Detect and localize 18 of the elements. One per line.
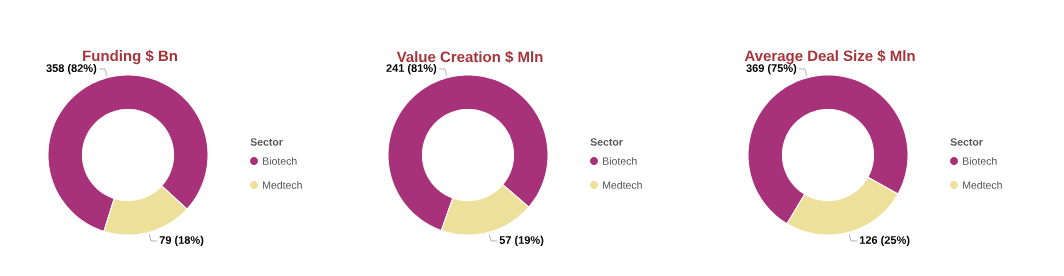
- data-label: 126 (25%): [859, 235, 910, 247]
- data-label: 241 (81%): [386, 63, 437, 75]
- data-label: 369 (75%): [746, 63, 797, 75]
- data-label: 57 (19%): [499, 235, 544, 247]
- legend-title: Sector: [950, 138, 983, 146]
- legend-label: Medtech: [963, 181, 1002, 189]
- legend-title: Sector: [590, 138, 623, 146]
- data-label: 358 (82%): [46, 63, 97, 75]
- legend-label: Biotech: [603, 157, 637, 165]
- chart-title: Funding $ Bn: [83, 49, 177, 65]
- chart-title: Value Creation $ Mln: [396, 50, 543, 64]
- legend-label: Medtech: [263, 181, 302, 189]
- legend-label: Biotech: [263, 157, 297, 165]
- legend-label: Medtech: [603, 181, 642, 189]
- legend-title: Sector: [250, 138, 283, 146]
- legend-label: Biotech: [963, 157, 997, 165]
- data-label: 79 (18%): [159, 235, 204, 247]
- chart-title: Average Deal Size $ Mln: [744, 49, 915, 65]
